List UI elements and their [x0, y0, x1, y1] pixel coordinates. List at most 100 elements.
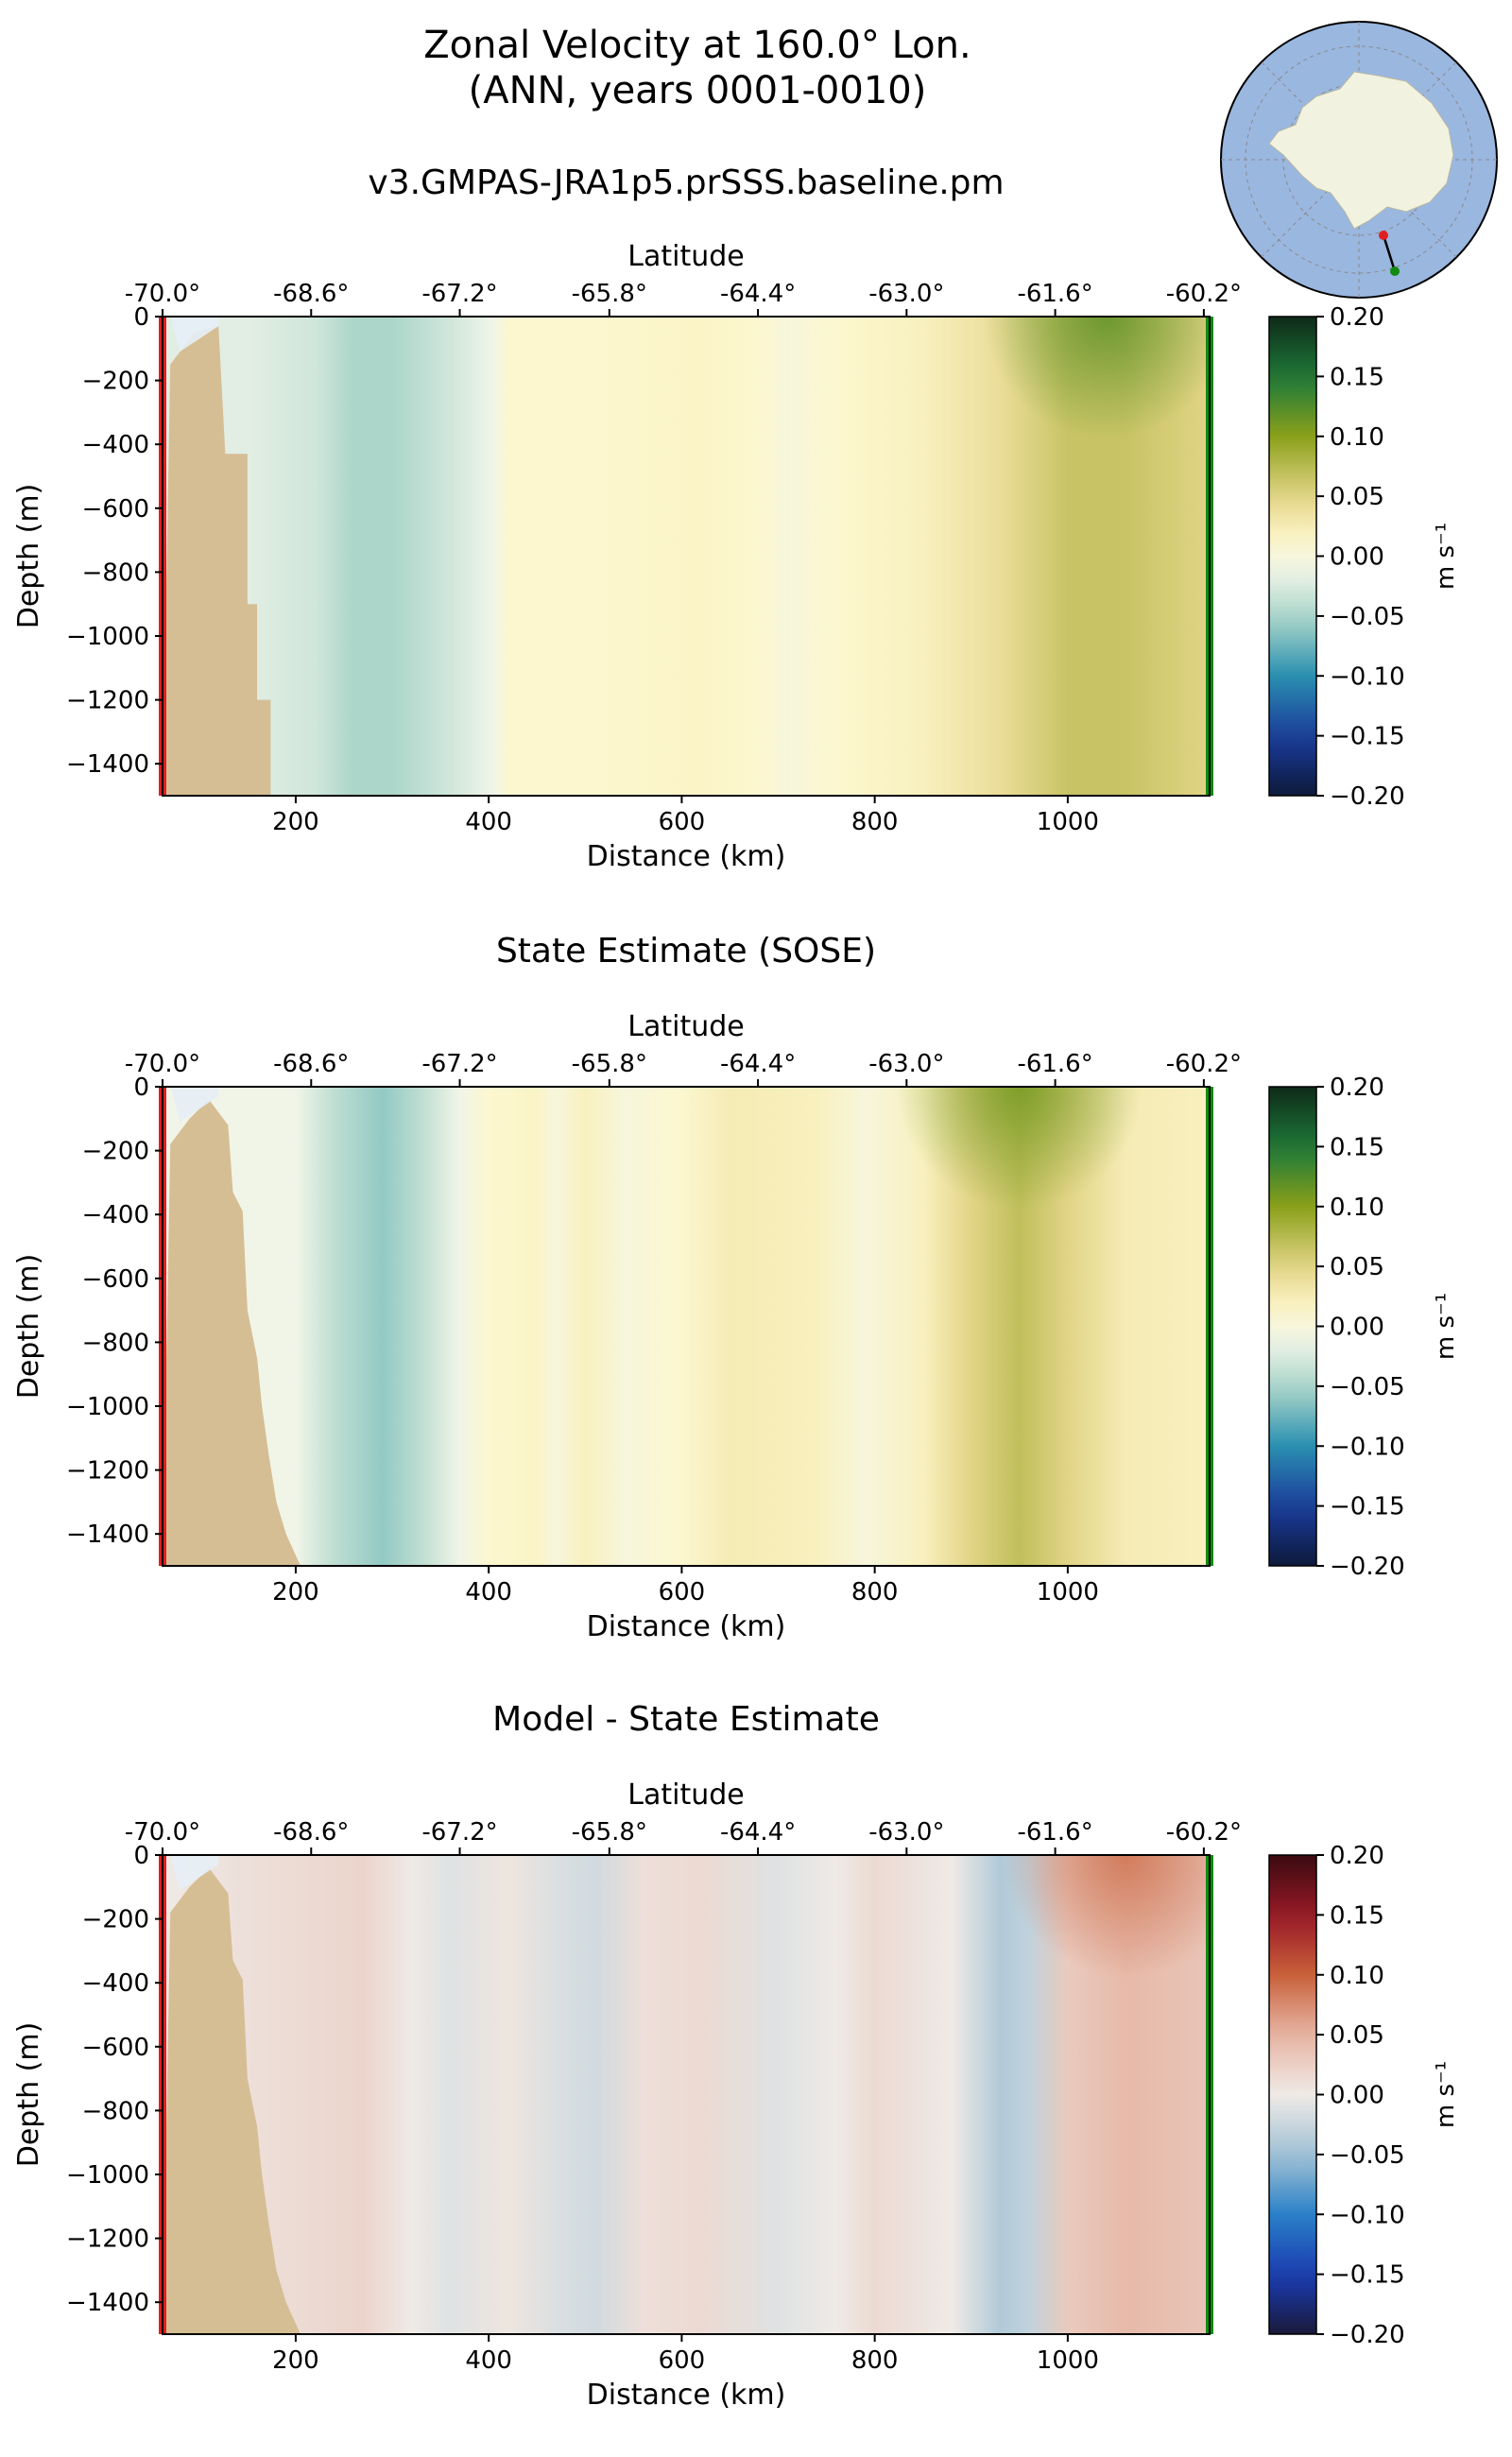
colorbar-tick-label: −0.10	[1330, 2201, 1405, 2229]
y-tick-label: −1000	[66, 1393, 149, 1421]
colorbar-tick-label: 0.20	[1330, 303, 1384, 332]
top-tick-label: -68.6°	[273, 1050, 349, 1078]
top-tick-label: -70.0°	[125, 1050, 200, 1078]
section-end-marker	[1390, 266, 1400, 276]
y-tick-label: −1400	[66, 2289, 149, 2317]
top-tick-label: -63.0°	[868, 1818, 944, 1847]
colorbar	[1268, 1086, 1317, 1567]
colorbar-tick-label: −0.05	[1330, 603, 1405, 631]
x-axis-label: Distance (km)	[587, 840, 786, 873]
x-axis-label: Distance (km)	[587, 2379, 786, 2412]
colorbar-tick-label: 0.00	[1330, 1314, 1384, 1342]
x-tick-label: 1000	[1037, 1578, 1099, 1606]
top-axis-label: Latitude	[627, 240, 744, 273]
top-tick-label: -65.8°	[572, 280, 647, 308]
top-tick-label: -67.2°	[421, 280, 497, 308]
top-tick-label: -63.0°	[868, 280, 944, 308]
y-tick-label: −200	[82, 368, 149, 396]
y-tick-label: −200	[82, 1138, 149, 1166]
colorbar-tick-label: 0.15	[1330, 363, 1384, 391]
y-tick-label: −600	[82, 495, 149, 524]
colorbar-tick-label: 0.00	[1330, 543, 1384, 572]
bathymetry	[163, 1867, 301, 2334]
top-tick-label: -65.8°	[572, 1818, 647, 1847]
section-line	[1382, 234, 1397, 272]
colorbar-tick-label: 0.05	[1330, 1253, 1384, 1281]
section-start-marker	[1379, 231, 1388, 240]
colorbar-tick-label: 0.10	[1330, 1962, 1384, 1990]
y-tick-label: 0	[133, 1842, 149, 1870]
top-tick-label: -64.4°	[720, 1050, 796, 1078]
y-tick-label: 0	[133, 303, 149, 332]
top-tick-label: -70.0°	[125, 280, 200, 308]
bathymetry	[163, 326, 271, 796]
top-tick-label: -60.2°	[1166, 1050, 1242, 1078]
colorbar	[1268, 316, 1317, 797]
plot-frame	[162, 1854, 1211, 2335]
y-tick-label: −800	[82, 558, 149, 587]
y-tick-label: −1200	[66, 687, 149, 715]
top-tick-label: -64.4°	[720, 280, 796, 308]
y-tick-label: −400	[82, 431, 149, 459]
colorbar-label: m s⁻¹	[1432, 1293, 1460, 1360]
top-tick-label: -63.0°	[868, 1050, 944, 1078]
y-tick-label: −800	[82, 1329, 149, 1357]
colorbar-tick-label: 0.05	[1330, 483, 1384, 511]
surface-jet	[163, 317, 1210, 506]
colorbar-tick-label: 0.20	[1330, 1842, 1384, 1870]
x-tick-label: 800	[851, 1578, 899, 1606]
figure-title-line1: Zonal Velocity at 160.0° Lon.	[423, 24, 971, 67]
top-tick-label: -60.2°	[1166, 280, 1242, 308]
x-tick-label: 400	[465, 808, 512, 836]
top-tick-label: -70.0°	[125, 1818, 200, 1847]
figure-title-line2: (ANN, years 0001-0010)	[468, 69, 927, 112]
x-tick-label: 200	[272, 1578, 319, 1606]
y-tick-label: −600	[82, 2034, 149, 2062]
colorbar-tick-label: −0.20	[1330, 1553, 1405, 1581]
x-tick-label: 600	[659, 1578, 706, 1606]
colorbar-tick-label: −0.10	[1330, 662, 1405, 691]
panel-1: v3.GMPAS-JRA1p5.prSSS.baseline.pm 200 400 6…	[12, 163, 1460, 873]
colorbar-tick-label: −0.20	[1330, 2321, 1405, 2349]
ice-shelf	[170, 1087, 219, 1123]
y-tick-label: 0	[133, 1074, 149, 1102]
colorbar-tick-label: 0.10	[1330, 1194, 1384, 1222]
x-tick-label: 600	[659, 2346, 706, 2375]
colorbar	[1268, 1854, 1317, 2335]
plot-frame	[162, 1086, 1211, 1567]
y-tick-label: −800	[82, 2097, 149, 2125]
colorbar-tick-label: 0.00	[1330, 2082, 1384, 2110]
colorbar-label: m s⁻¹	[1432, 2061, 1460, 2128]
colorbar-tick-label: −0.20	[1330, 782, 1405, 811]
y-tick-label: −200	[82, 1906, 149, 1934]
colorbar-tick-label: −0.10	[1330, 1433, 1405, 1461]
panel-2: State Estimate (SOSE) 200 400 600 800 1000 Dis…	[12, 932, 1460, 1643]
y-tick-label: −1400	[66, 750, 149, 779]
top-tick-label: -61.6°	[1017, 1818, 1092, 1847]
top-tick-label: -65.8°	[572, 1050, 647, 1078]
x-tick-label: 600	[659, 808, 706, 836]
top-tick-label: -61.6°	[1017, 280, 1092, 308]
top-tick-label: -68.6°	[273, 280, 349, 308]
y-axis-label: Depth (m)	[12, 1254, 45, 1400]
ice-shelf	[170, 1855, 219, 1891]
y-tick-label: −1000	[66, 623, 149, 651]
top-tick-label: -64.4°	[720, 1818, 796, 1847]
top-axis-label: Latitude	[627, 1778, 744, 1812]
colorbar-tick-label: −0.15	[1330, 723, 1405, 751]
colorbar-tick-label: −0.15	[1330, 1493, 1405, 1521]
x-tick-label: 800	[851, 808, 899, 836]
top-tick-label: -60.2°	[1166, 1818, 1242, 1847]
x-tick-label: 200	[272, 2346, 319, 2375]
y-tick-label: −1400	[66, 1521, 149, 1549]
y-axis-label: Depth (m)	[12, 2022, 45, 2168]
colorbar-tick-label: 0.10	[1330, 423, 1384, 452]
x-tick-label: 200	[272, 808, 319, 836]
x-tick-label: 1000	[1037, 2346, 1099, 2375]
top-tick-label: -67.2°	[421, 1818, 497, 1847]
colorbar-label: m s⁻¹	[1432, 523, 1460, 590]
y-tick-label: −1200	[66, 1457, 149, 1486]
top-tick-label: -68.6°	[273, 1818, 349, 1847]
y-tick-label: −1000	[66, 2161, 149, 2190]
